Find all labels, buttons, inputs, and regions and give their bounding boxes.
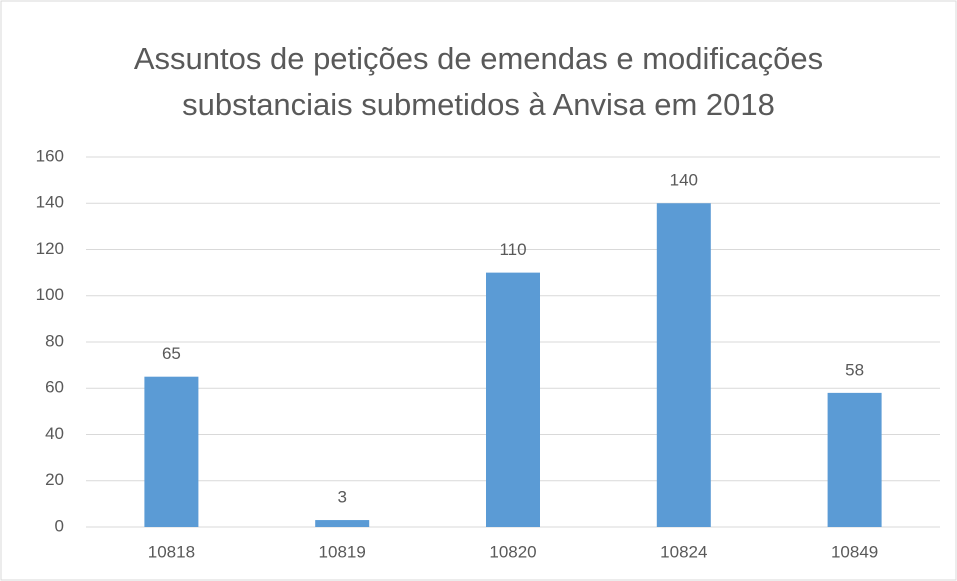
bar xyxy=(315,520,370,527)
data-label: 58 xyxy=(845,360,864,379)
bar xyxy=(486,272,540,527)
data-label: 65 xyxy=(162,344,181,363)
x-tick-label: 10820 xyxy=(489,542,536,561)
y-tick-label: 100 xyxy=(36,285,64,304)
y-tick-label: 120 xyxy=(36,239,64,258)
x-tick-label: 10824 xyxy=(660,542,707,561)
chart-title: Assuntos de petições de emendas e modifi… xyxy=(133,41,824,122)
data-label: 140 xyxy=(670,171,698,190)
bar xyxy=(144,376,199,527)
data-label: 110 xyxy=(499,240,526,259)
y-tick-label: 80 xyxy=(45,331,64,350)
y-tick-label: 0 xyxy=(55,516,64,535)
y-tick-label: 160 xyxy=(36,146,64,165)
bar xyxy=(827,392,882,527)
y-tick-label: 60 xyxy=(45,378,64,397)
x-tick-label: 10819 xyxy=(319,542,366,561)
y-tick-label: 140 xyxy=(36,193,64,212)
y-tick-label: 40 xyxy=(45,424,64,443)
x-tick-label: 10818 xyxy=(148,542,195,561)
y-tick-label: 20 xyxy=(45,470,64,489)
data-label: 3 xyxy=(337,488,346,507)
bar xyxy=(656,203,711,527)
x-tick-label: 10849 xyxy=(831,542,878,561)
